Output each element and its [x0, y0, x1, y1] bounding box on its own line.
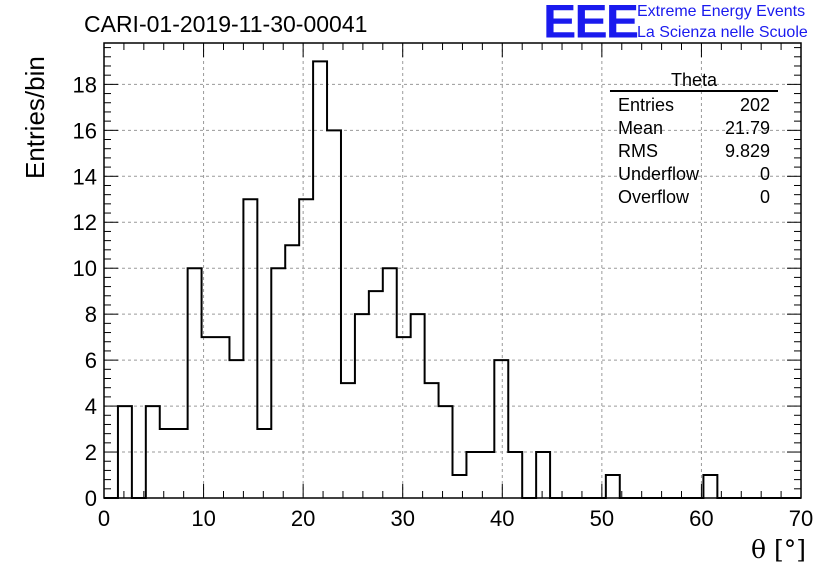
logo-caption-line1: Extreme Energy Events: [637, 3, 806, 20]
stats-value: 0: [759, 187, 770, 207]
y-tick-label: 4: [85, 394, 97, 419]
x-tick-label: 20: [291, 506, 315, 531]
y-tick-label: 16: [73, 118, 97, 143]
x-tick-label: 0: [98, 506, 110, 531]
y-tick-label: 6: [85, 348, 97, 373]
y-axis-label: Entries/bin: [20, 56, 50, 179]
x-tick-label: 70: [789, 506, 813, 531]
chart-title: CARI-01-2019-11-30-00041: [84, 11, 368, 37]
stats-row-mean: Mean 21.79: [610, 117, 778, 140]
x-tick-label: 60: [689, 506, 713, 531]
x-axis-label: θ [°]: [751, 535, 807, 564]
y-tick-label: 18: [73, 72, 97, 97]
y-tick-label: 0: [85, 486, 97, 511]
plot-frame: [103, 42, 802, 499]
y-tick-label: 10: [73, 256, 97, 281]
stats-row-underflow: Underflow 0: [610, 163, 778, 186]
x-tick-label: 50: [590, 506, 614, 531]
stats-value: 9.829: [724, 141, 770, 161]
logo-caption-line2: La Scienza nelle Scuole: [637, 24, 808, 41]
stats-value: 0: [759, 164, 770, 184]
stats-row-overflow: Overflow 0: [610, 186, 778, 209]
stats-row-entries: Entries 202: [610, 94, 778, 117]
stats-label: Underflow: [618, 164, 700, 184]
stats-box: Theta Entries 202 Mean 21.79 RMS 9.829 U…: [610, 70, 778, 209]
x-tick-label: 30: [390, 506, 414, 531]
stats-title: Theta: [670, 70, 718, 90]
y-tick-label: 12: [73, 210, 97, 235]
y-tick-label: 2: [85, 440, 97, 465]
y-tick-label: 8: [85, 302, 97, 327]
stats-row-rms: RMS 9.829: [610, 140, 778, 163]
x-tick-label: 40: [490, 506, 514, 531]
stats-value: 21.79: [724, 118, 770, 138]
x-tick-label: 10: [191, 506, 215, 531]
y-tick-label: 14: [73, 164, 97, 189]
stats-value: 202: [739, 95, 770, 115]
stats-label: Entries: [618, 95, 675, 115]
stats-label: Overflow: [618, 187, 690, 207]
eee-logo: EEE: [543, 0, 639, 49]
stats-label: RMS: [618, 141, 658, 161]
stats-divider: [610, 90, 778, 92]
stats-label: Mean: [618, 118, 664, 138]
